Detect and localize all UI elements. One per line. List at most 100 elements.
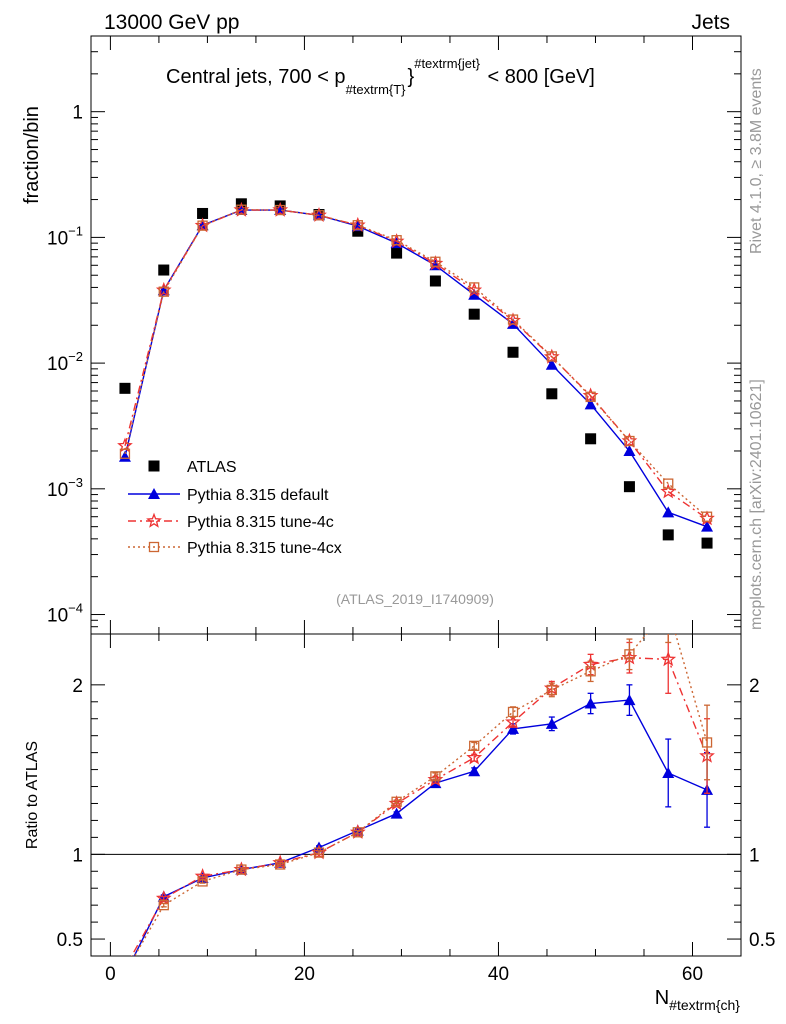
series-point-1 (468, 288, 481, 300)
series-point-3 (275, 204, 286, 216)
ratio-point-3 (469, 740, 480, 752)
x-tick-label: 60 (682, 964, 703, 985)
ratio-point-3 (507, 706, 519, 718)
series-point-1 (118, 450, 131, 462)
ratio-point-3 (313, 847, 325, 858)
x-axis-label: N#textrm{ch} (655, 987, 741, 1013)
series-point-3 (585, 391, 596, 402)
ratio-point-1 (545, 717, 558, 729)
series-point-3 (624, 435, 635, 447)
series-point-1 (545, 358, 558, 370)
analysis-id: (ATLAS_2019_I1740909) (336, 591, 494, 607)
ratio-point-3 (585, 666, 596, 677)
ratio-tick-label-right: 2 (749, 676, 760, 697)
series-line-2 (124, 209, 708, 520)
legend-label-2: Pythia 8.315 tune-4c (187, 514, 334, 531)
ratio-point-3 (664, 604, 673, 613)
data-point-atlas (158, 264, 170, 276)
ratio-line-3 (133, 634, 708, 956)
data-point-atlas (197, 207, 209, 219)
legend-marker-1 (148, 488, 160, 499)
mcplots-label: mcplots.cern.ch [arXiv:2401.10621] (748, 379, 765, 630)
y-tick-label-main: 10−1 (47, 223, 83, 249)
ratio-tick-label-right: 0.5 (749, 930, 775, 951)
series-point-3 (507, 314, 519, 325)
data-point-atlas (662, 529, 674, 541)
series-point-2 (117, 437, 133, 453)
ratio-point-3 (391, 796, 402, 807)
y-tick-label-main: 10−3 (47, 475, 83, 501)
series-point-3 (391, 235, 402, 246)
header-left: 13000 GeV pp (104, 11, 239, 34)
data-point-atlas (352, 225, 364, 237)
rivet-label: Rivet 4.1.0, ≥ 3.8M events (748, 68, 765, 254)
series-point-3 (236, 204, 247, 215)
ratio-point-2 (466, 749, 483, 765)
series-point-3 (197, 220, 208, 231)
ratio-point-3 (546, 684, 557, 696)
series-point-3 (352, 220, 363, 231)
series-point-3 (663, 478, 674, 489)
ratio-point-3 (275, 859, 286, 870)
data-point-atlas (585, 433, 597, 445)
legend-marker-atlas (148, 460, 160, 472)
legend-marker-3 (148, 541, 160, 553)
ratio-tick-label-right: 1 (749, 845, 760, 866)
ratio-point-3 (120, 968, 129, 977)
ratio-point-3 (197, 876, 208, 887)
ratio-axis-ticks: 0.5 0.5 1 1 2 2 (57, 676, 776, 951)
y-tick-label-main: 1 (72, 103, 83, 124)
ratio-point-3 (701, 737, 713, 748)
ratio-point-3 (624, 649, 635, 660)
ratio-line-2 (130, 656, 708, 956)
ratio-tick-label-left: 1 (72, 845, 83, 866)
data-point-atlas (701, 537, 713, 549)
main-axis-ticks: 10−4 10−3 10−2 10−1 1 (47, 35, 741, 635)
ratio-point-2 (660, 651, 677, 667)
x-tick-label: 20 (294, 964, 315, 985)
ratio-point-3 (236, 864, 247, 875)
series-point-3 (119, 448, 131, 459)
x-tick-label: 40 (488, 964, 509, 985)
y-tick-label-main: 10−4 (47, 601, 83, 627)
header-right: Jets (691, 11, 730, 34)
series-point-3 (701, 511, 713, 522)
legend-marker-2 (146, 512, 162, 528)
ratio-point-1 (662, 766, 675, 778)
y-axis-label-ratio: Ratio to ATLAS (24, 741, 41, 849)
ratio-point-2 (505, 713, 521, 729)
main-series-group (117, 198, 715, 549)
ratio-point-3 (352, 827, 363, 838)
x-axis-ticks: 0 20 40 60 (105, 36, 703, 985)
y-tick-label-main: 10−2 (47, 349, 83, 375)
series-point-1 (701, 520, 714, 532)
x-tick-label: 0 (105, 964, 116, 985)
ratio-tick-label-left: 0.5 (57, 930, 83, 951)
data-point-atlas (119, 382, 131, 394)
data-point-atlas (507, 346, 519, 358)
ratio-point-1 (507, 722, 520, 734)
ratio-line-1 (133, 699, 708, 956)
ratio-point-1 (390, 807, 403, 819)
series-point-2 (660, 483, 677, 499)
series-point-3 (469, 282, 480, 293)
series-line-1 (124, 209, 708, 528)
series-point-1 (623, 444, 636, 456)
data-point-atlas (623, 481, 635, 493)
ratio-tick-label-left: 2 (72, 676, 83, 697)
ratio-point-3 (158, 900, 169, 911)
data-point-atlas (468, 308, 480, 320)
series-point-1 (584, 398, 597, 410)
ratio-point-1 (584, 697, 597, 709)
ratio-plot-frame (90, 633, 742, 957)
series-point-1 (662, 506, 675, 518)
ratio-point-3 (430, 771, 441, 782)
y-axis-label-main: fraction/bin (21, 106, 43, 204)
ratio-point-1 (468, 765, 481, 777)
ratio-point-2 (119, 961, 131, 973)
ratio-series-group (119, 604, 715, 977)
series-point-3 (158, 286, 169, 297)
series-point-3 (313, 210, 325, 221)
legend-label-1: Pythia 8.315 default (187, 487, 329, 504)
